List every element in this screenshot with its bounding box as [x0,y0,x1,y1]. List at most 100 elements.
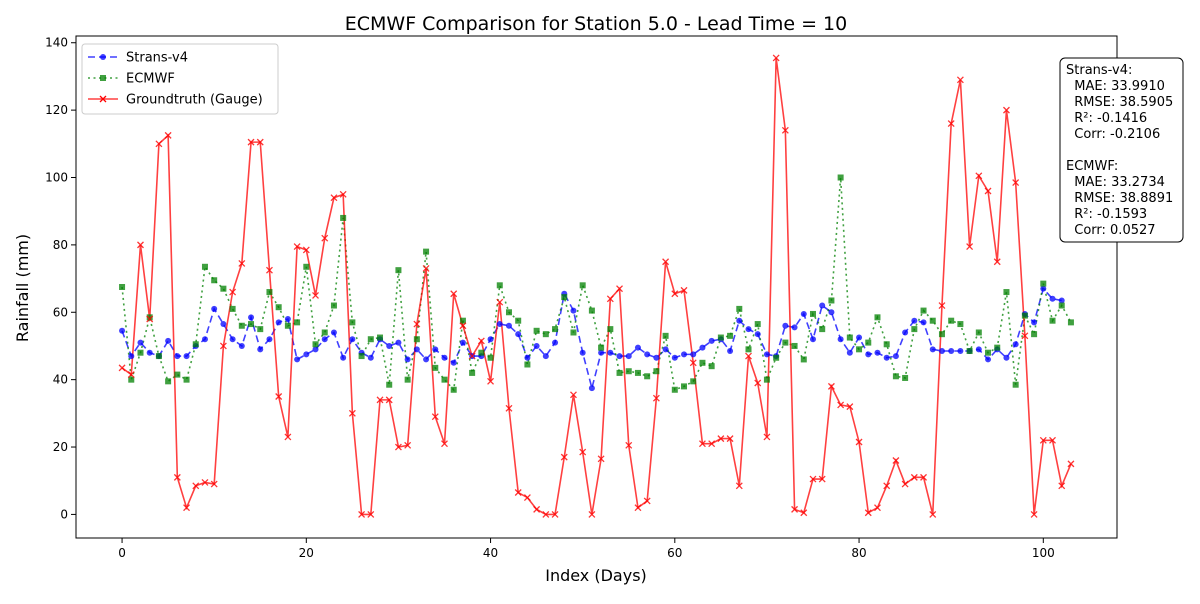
data-point [607,326,614,333]
data-point [533,342,540,349]
data-point [358,510,366,518]
x-axis-title: Index (Days) [545,566,647,585]
data-point [192,482,200,490]
data-point [404,356,411,363]
stats-line: RMSE: 38.5905 [1066,95,1173,110]
legend-marker-1 [100,75,106,81]
data-point [312,346,319,353]
data-point [874,349,881,356]
data-point [837,401,845,409]
data-point [763,433,771,441]
data-point [127,371,135,379]
data-point [477,337,485,345]
data-point [1040,280,1047,287]
data-point [441,376,448,383]
data-point [754,379,762,387]
data-point [515,331,522,338]
data-point [856,334,863,341]
stats-box-frame [1059,57,1184,243]
data-point [929,346,936,353]
data-point [874,504,881,512]
data-point [883,482,891,490]
data-point [653,368,660,375]
data-point [966,348,973,355]
data-point [598,349,605,356]
data-point [662,346,669,353]
data-point [1031,331,1038,338]
data-point [395,267,402,274]
x-tick-label: 100 [1032,546,1055,560]
data-point [496,298,504,306]
data-point [137,241,144,249]
data-point [745,326,752,333]
data-point [533,327,540,334]
data-point [625,441,633,449]
data-point [957,348,964,355]
data-point [330,329,337,336]
data-point [1030,510,1038,518]
data-point [413,346,420,353]
data-point [386,381,393,388]
data-point [487,354,494,361]
data-point [423,248,430,255]
data-point [321,234,329,242]
data-point [367,354,374,361]
data-point [846,349,853,356]
series-markers-1 [119,174,1074,393]
data-point [192,341,199,348]
data-point [551,510,559,518]
data-point [708,337,715,344]
data-point [413,336,420,343]
y-axis-title: Rainfall (mm) [13,234,32,342]
stats-line: Strans-v4: [1066,63,1132,78]
data-point [828,297,835,304]
data-point [146,349,153,356]
data-point [781,126,789,134]
data-point [671,386,678,393]
data-point [165,337,172,344]
data-point [736,317,743,324]
data-point [395,339,402,346]
data-point [975,329,982,336]
data-point [552,326,559,333]
stats-line: MAE: 33.9910 [1066,79,1165,94]
data-point [174,371,181,378]
data-point [607,349,614,356]
data-point [644,373,651,380]
data-point [183,353,190,360]
data-point [920,307,927,314]
data-point [165,378,172,385]
data-point [431,413,439,421]
data-point [340,214,347,221]
data-point [800,509,808,517]
data-point [284,322,291,329]
data-point [394,443,402,451]
legend-label-0: Strans-v4 [126,51,188,66]
y-tick-label: 40 [53,373,68,387]
data-point [911,326,918,333]
data-point [745,352,752,360]
data-point [846,403,854,411]
data-point [948,317,955,324]
series-markers-0 [119,285,1065,392]
data-point [257,346,264,353]
data-point [957,321,964,328]
x-tick-label: 0 [118,546,126,560]
data-point [284,316,291,323]
data-point [377,334,384,341]
data-point [505,322,512,329]
y-tick-label: 0 [60,507,68,521]
data-point [450,290,458,298]
data-point [681,351,688,358]
data-point [164,131,172,139]
data-point [423,356,430,363]
data-point [634,344,641,351]
data-point [902,374,909,381]
data-point [256,138,264,146]
data-point [920,473,927,481]
data-point [441,440,448,448]
data-point [644,351,651,358]
data-point [625,353,632,360]
data-point [579,349,586,356]
